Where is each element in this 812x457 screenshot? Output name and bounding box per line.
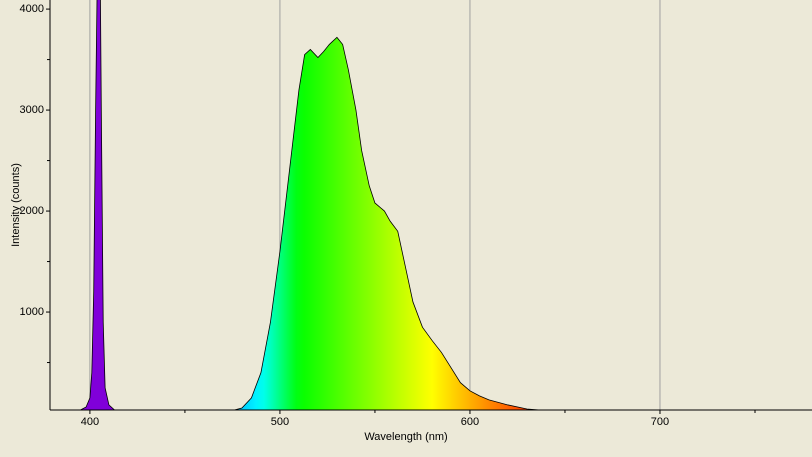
y-tick-label: 1000 (20, 306, 44, 318)
x-tick-label: 400 (81, 416, 99, 428)
x-tick-label: 500 (271, 416, 289, 428)
x-tick-label: 600 (461, 416, 479, 428)
y-tick-label: 3000 (20, 104, 44, 116)
x-tick-label: 700 (651, 416, 669, 428)
y-tick-label: 2000 (20, 205, 44, 217)
y-axis-title: Intensity (counts) (10, 163, 22, 247)
y-tick-label: 4000 (20, 3, 44, 15)
x-axis-title: Wavelength (nm) (364, 431, 447, 443)
spectrum-line (72, 0, 545, 410)
